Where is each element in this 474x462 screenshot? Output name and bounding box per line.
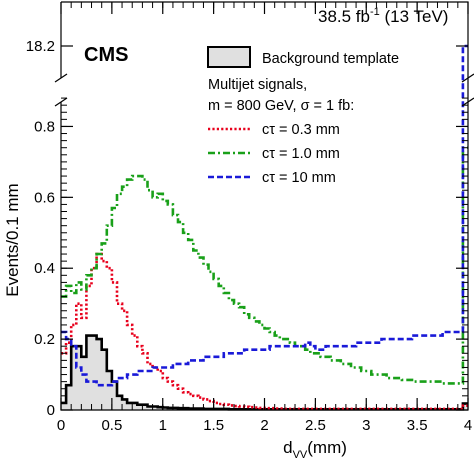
- legend: Background template Multijet signals, m …: [207, 46, 399, 186]
- y-tick-label-3: 0.6: [34, 189, 55, 206]
- axis-break-mark-bottom: [54, 97, 68, 107]
- y-tick-label-2: 0.4: [34, 260, 55, 277]
- axis-break-mark-top: [54, 73, 68, 83]
- legend-label-ct10: cτ = 10 mm: [262, 170, 336, 186]
- x-tick-label-1: 0.5: [101, 417, 122, 434]
- lumi-label: 38.5 fb-1 (13 TeV): [318, 6, 448, 26]
- legend-label-background: Background template: [262, 51, 399, 67]
- y-axis-title: Events/0.1 mm: [3, 183, 22, 296]
- axis-break-mark-right-bottom: [461, 97, 474, 107]
- series-line-2: [61, 146, 468, 385]
- legend-swatch-background: [207, 46, 251, 68]
- y-tick-label-4: 0.8: [34, 118, 55, 135]
- legend-header-line-1: Multijet signals,: [208, 77, 307, 93]
- x-tick-label-0: 0: [57, 417, 65, 434]
- legend-label-ct03: cτ = 0.3 mm: [262, 122, 340, 138]
- x-tick-label-8: 4: [464, 417, 472, 434]
- x-axis-title: dVV(mm): [283, 438, 347, 461]
- energy-label: (13 TeV): [385, 7, 449, 26]
- x-tick-label-3: 1.5: [203, 417, 224, 434]
- axis-break-gap-left: [49, 79, 57, 101]
- x-tick-label-2: 1: [159, 417, 167, 434]
- y-tick-label-0: 0: [47, 402, 55, 419]
- y-tick-label-1: 0.2: [34, 331, 55, 348]
- legend-header-line-2: m = 800 GeV, σ = 1 fb:: [208, 98, 354, 114]
- series-line-3: [61, 44, 468, 387]
- series-layer: [61, 44, 468, 411]
- x-tick-label-4: 2: [260, 417, 268, 434]
- axes-layer: 0 0.5 1 1.5 2 2.5 3 3.5 4 0 0.2 0.4 0.6 0.8 18.2: [26, 1, 474, 434]
- x-tick-label-7: 3.5: [407, 417, 428, 434]
- x-tick-label-5: 2.5: [305, 417, 326, 434]
- y-tick-label-upper: 18.2: [26, 38, 55, 55]
- x-tick-label-6: 3: [362, 417, 370, 434]
- legend-label-ct1: cτ = 1.0 mm: [262, 146, 340, 162]
- lumi-exponent: -1: [370, 6, 380, 18]
- series-line-1: [61, 252, 468, 411]
- axis-break-mark-right-top: [461, 73, 474, 83]
- experiment-label: CMS: [84, 44, 128, 66]
